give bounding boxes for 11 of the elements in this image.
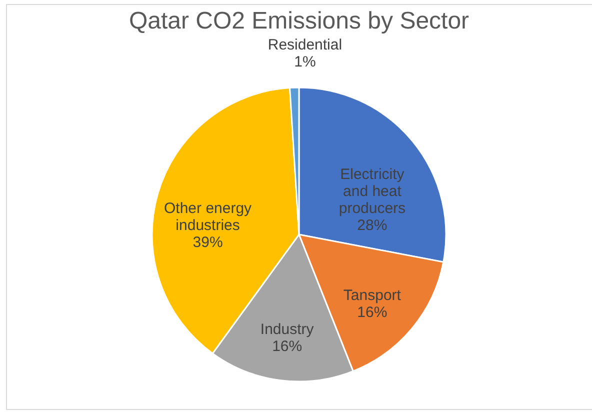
- slice-label: Electricity and heat producers: [338, 166, 406, 217]
- slice-label: Residential: [268, 36, 342, 54]
- data-label: 16%: [357, 304, 388, 322]
- data-label: 1%: [294, 54, 316, 71]
- data-label: 39%: [192, 234, 223, 251]
- data-label: 16%: [272, 338, 302, 355]
- slice-label: Tansport: [343, 287, 402, 304]
- data-label: 28%: [357, 216, 388, 234]
- chart-title: Qatar CO2 Emissions by Sector: [128, 8, 470, 35]
- slice-label: Other energy industries: [164, 200, 252, 234]
- slice-label: Industry: [260, 320, 314, 338]
